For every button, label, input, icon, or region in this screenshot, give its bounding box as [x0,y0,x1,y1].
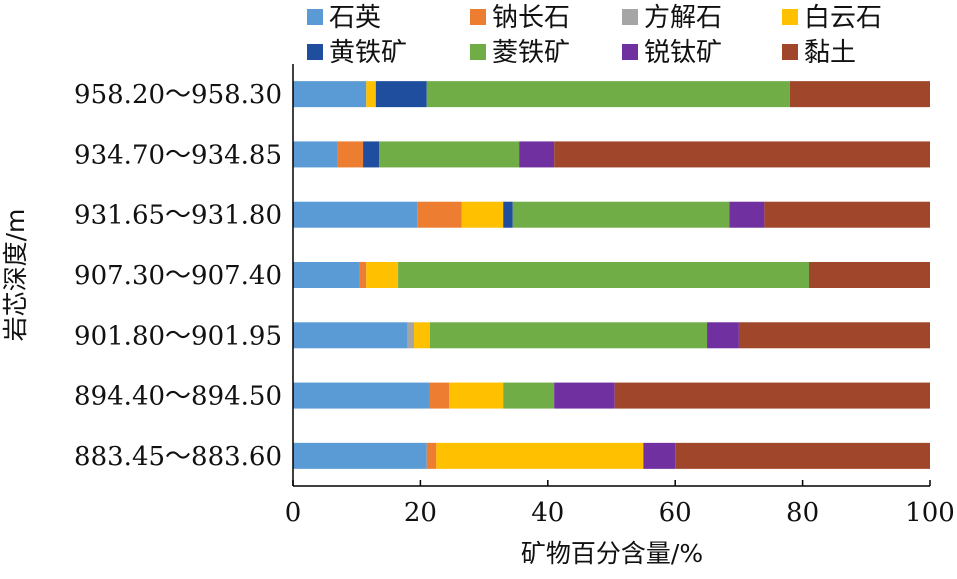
legend-label: 石英 [329,3,381,33]
bar-segment [293,81,367,108]
bar-segment [426,442,437,469]
bar-segment [675,442,930,469]
bar-segment [366,262,399,288]
bar-segment [643,442,676,469]
x-tick-label: 40 [531,498,564,528]
bar-segment [366,81,376,108]
x-tick-label: 0 [285,498,302,528]
bar-segment [293,442,427,469]
bar-segment [293,262,360,288]
bar-segment [554,141,930,168]
legend-swatch [470,44,486,60]
bar-segment [378,141,520,168]
bar-segment [417,201,462,228]
bar-segment [738,322,930,349]
legend-label: 钠长石 [492,3,570,33]
legend-label: 菱铁矿 [492,38,570,68]
category-label: 958.20～958.30 [74,80,282,110]
bar-segment [729,201,765,228]
bar-segment [429,322,708,349]
bar-segment [707,322,739,349]
category-label: 907.30～907.40 [74,261,282,291]
category-label: 894.40～894.50 [74,382,282,412]
x-tick-label: 60 [659,498,692,528]
legend-swatch [622,44,638,60]
bar-segment [519,141,555,168]
legend-label: 方解石 [644,3,722,33]
legend-swatch [307,44,323,60]
bar-segment [614,382,930,409]
bar-segment [503,201,513,228]
axes: 0 20 40 60 80 100 [285,64,955,528]
category-label: 883.45～883.60 [74,442,282,472]
bar-segment [337,141,364,168]
y-axis-label: 岩芯深度/m [1,209,30,342]
bar-segment [436,442,644,469]
legend-label: 白云石 [804,3,882,33]
bar-segment [293,322,408,349]
bar-segment [359,262,367,288]
bar-segment [512,201,730,228]
bar-segment [414,322,430,349]
category-label: 901.80～901.95 [74,321,282,351]
x-axis-label: 矿物百分含量/% [521,539,703,568]
bar-segment [503,382,555,409]
bar-segment [449,382,504,409]
bar-segment [461,201,504,228]
x-tick-label: 100 [905,498,955,528]
x-tick-label: 80 [786,498,819,528]
legend-swatch [622,9,638,25]
x-tick-label: 20 [404,498,437,528]
bars: 958.20～958.30 934.70～934.85 931.65～931.80 9… [74,80,930,472]
legend-label: 黏土 [804,38,856,68]
category-label: 934.70～934.85 [74,140,282,170]
bar-segment [426,81,790,108]
bar-segment [398,262,809,288]
bar-segment [363,141,379,168]
bar-segment [764,201,930,228]
legend-label: 黄铁矿 [329,38,407,68]
bar-segment [808,262,930,288]
bar-segment [293,141,338,168]
bar-segment [293,382,430,409]
bar-segment [407,322,415,349]
bar-segment [554,382,615,409]
legend-swatch [307,9,323,25]
legend-label: 锐钛矿 [644,38,722,68]
legend-swatch [470,9,486,25]
bar-segment [789,81,930,108]
bar-segment [375,81,427,108]
legend-swatch [782,44,798,60]
legend-swatch [782,9,798,25]
bar-segment [429,382,450,409]
bar-segment [293,201,418,228]
category-label: 931.65～931.80 [74,201,282,231]
